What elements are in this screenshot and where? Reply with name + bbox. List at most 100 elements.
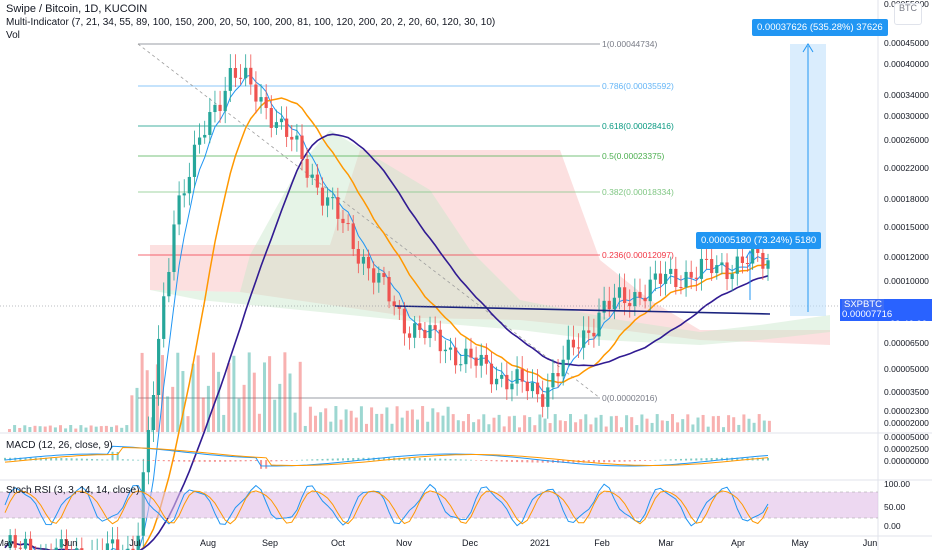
macd-histogram-bar: [767, 457, 769, 461]
volume-bar: [293, 412, 297, 432]
candle-body: [8, 535, 12, 548]
candle-body: [535, 382, 540, 395]
y-axis-tick-label: 0.00045000: [884, 38, 929, 48]
volume-bar: [104, 425, 108, 432]
volume-bar: [426, 421, 430, 432]
x-axis-tick-label: Mar: [658, 538, 674, 548]
y-axis-tick-label: 0.00006500: [884, 338, 929, 348]
x-axis-tick-label: Nov: [396, 538, 413, 548]
candle-body: [735, 256, 739, 274]
candle-body: [689, 271, 693, 278]
macd-histogram-bar: [567, 460, 570, 463]
measure-label-lower: 0.00005180 (73.24%) 5180: [696, 232, 822, 249]
volume-bar: [145, 370, 149, 432]
macd-histogram-bar: [449, 459, 452, 461]
volume-bar: [676, 422, 680, 432]
fib-label-0.382: 0.382(0.00018334): [602, 187, 674, 197]
candle-body: [474, 357, 478, 366]
stoch-k-line: [4, 483, 769, 527]
candle-body: [556, 373, 560, 377]
volume-bar: [650, 422, 654, 432]
volume-bar: [512, 415, 516, 432]
macd-histogram-bar: [382, 457, 385, 461]
macd-histogram-bar: [321, 458, 324, 461]
candle-body: [372, 268, 376, 283]
volume-bar: [507, 416, 511, 432]
macd-histogram-bar: [213, 460, 216, 462]
candle-body: [264, 97, 268, 108]
volume-bar: [446, 406, 450, 432]
macd-histogram-bar: [592, 460, 595, 463]
candle-body: [699, 258, 704, 279]
cloud-red: [150, 150, 830, 345]
macd-histogram-bar: [608, 460, 611, 463]
macd-histogram-bar: [50, 457, 53, 461]
stoch-rsi-legend[interactable]: Stoch RSI (3, 3, 14, 14, close): [6, 485, 140, 496]
macd-legend[interactable]: MACD (12, 26, close, 9): [6, 440, 113, 451]
currency-unit-badge[interactable]: BTC: [894, 3, 922, 25]
volume-bar: [645, 418, 649, 432]
volume-bar: [467, 414, 470, 432]
macd-histogram-bar: [157, 460, 160, 462]
x-axis-tick-label: Dec: [462, 538, 479, 548]
measure-label-upper: 0.00037626 (535.28%) 37626: [752, 19, 888, 36]
macd-histogram-bar: [695, 458, 698, 461]
volume-bar: [635, 425, 639, 432]
macd-histogram-bar: [444, 458, 447, 461]
price-tag-symbol: SXPBTC: [842, 299, 885, 310]
macd-histogram-bar: [618, 460, 621, 462]
candle-body: [566, 339, 570, 360]
candle-body: [259, 97, 263, 102]
volume-bar: [553, 414, 557, 432]
candle-body: [402, 308, 407, 334]
volume-legend[interactable]: Vol: [6, 30, 20, 41]
candle-body: [167, 271, 171, 297]
macd-histogram-bar: [736, 457, 739, 461]
y-axis-tick-label: 0.00030000: [884, 111, 929, 121]
volume-bar: [339, 419, 343, 432]
macd-histogram-bar: [142, 460, 145, 461]
chart-title: Swipe / Bitcoin, 1D, KUCOIN: [6, 3, 148, 15]
x-axis-tick-label: Feb: [594, 538, 610, 548]
candle-body: [249, 67, 253, 85]
macd-histogram-bar: [510, 460, 513, 462]
macd-histogram-bar: [679, 458, 682, 461]
volume-bar: [523, 415, 527, 432]
candle-body: [725, 262, 729, 280]
macd-histogram-bar: [756, 457, 759, 461]
candle-body: [433, 325, 437, 330]
y-axis-tick-label: 0.00005000: [884, 364, 929, 374]
candle-body: [674, 268, 678, 287]
candle-body: [310, 174, 314, 178]
macd-histogram-bar: [700, 458, 703, 461]
macd-histogram-bar: [587, 460, 590, 463]
volume-bar: [385, 407, 389, 432]
macd-histogram-bar: [439, 458, 442, 461]
macd-histogram-bar: [70, 458, 73, 461]
candle-body: [407, 333, 412, 338]
candle-body: [592, 332, 596, 337]
x-axis-tick-label: May: [0, 538, 14, 548]
macd-histogram-bar: [290, 460, 293, 461]
macd-histogram-bar: [408, 457, 411, 461]
candle-body: [454, 347, 458, 366]
candle-body: [157, 338, 161, 396]
candle-body: [269, 107, 273, 128]
macd-histogram-bar: [546, 460, 549, 463]
volume-bar: [278, 383, 282, 432]
macd-histogram-bar: [147, 460, 150, 461]
volume-bar: [665, 420, 669, 432]
candle-body: [290, 136, 294, 140]
macd-histogram-bar: [203, 460, 206, 462]
candle-body: [484, 354, 488, 364]
macd-histogram-bar: [582, 460, 585, 463]
candle-body: [612, 297, 616, 310]
candle-body: [341, 218, 345, 224]
volume-bar: [53, 427, 57, 432]
candle-body: [356, 248, 360, 264]
macd-histogram-bar: [423, 458, 426, 461]
volume-bar: [155, 364, 159, 432]
candle-body: [213, 104, 217, 113]
indicator-legend[interactable]: Multi-Indicator (7, 21, 34, 55, 89, 100,…: [6, 17, 496, 28]
